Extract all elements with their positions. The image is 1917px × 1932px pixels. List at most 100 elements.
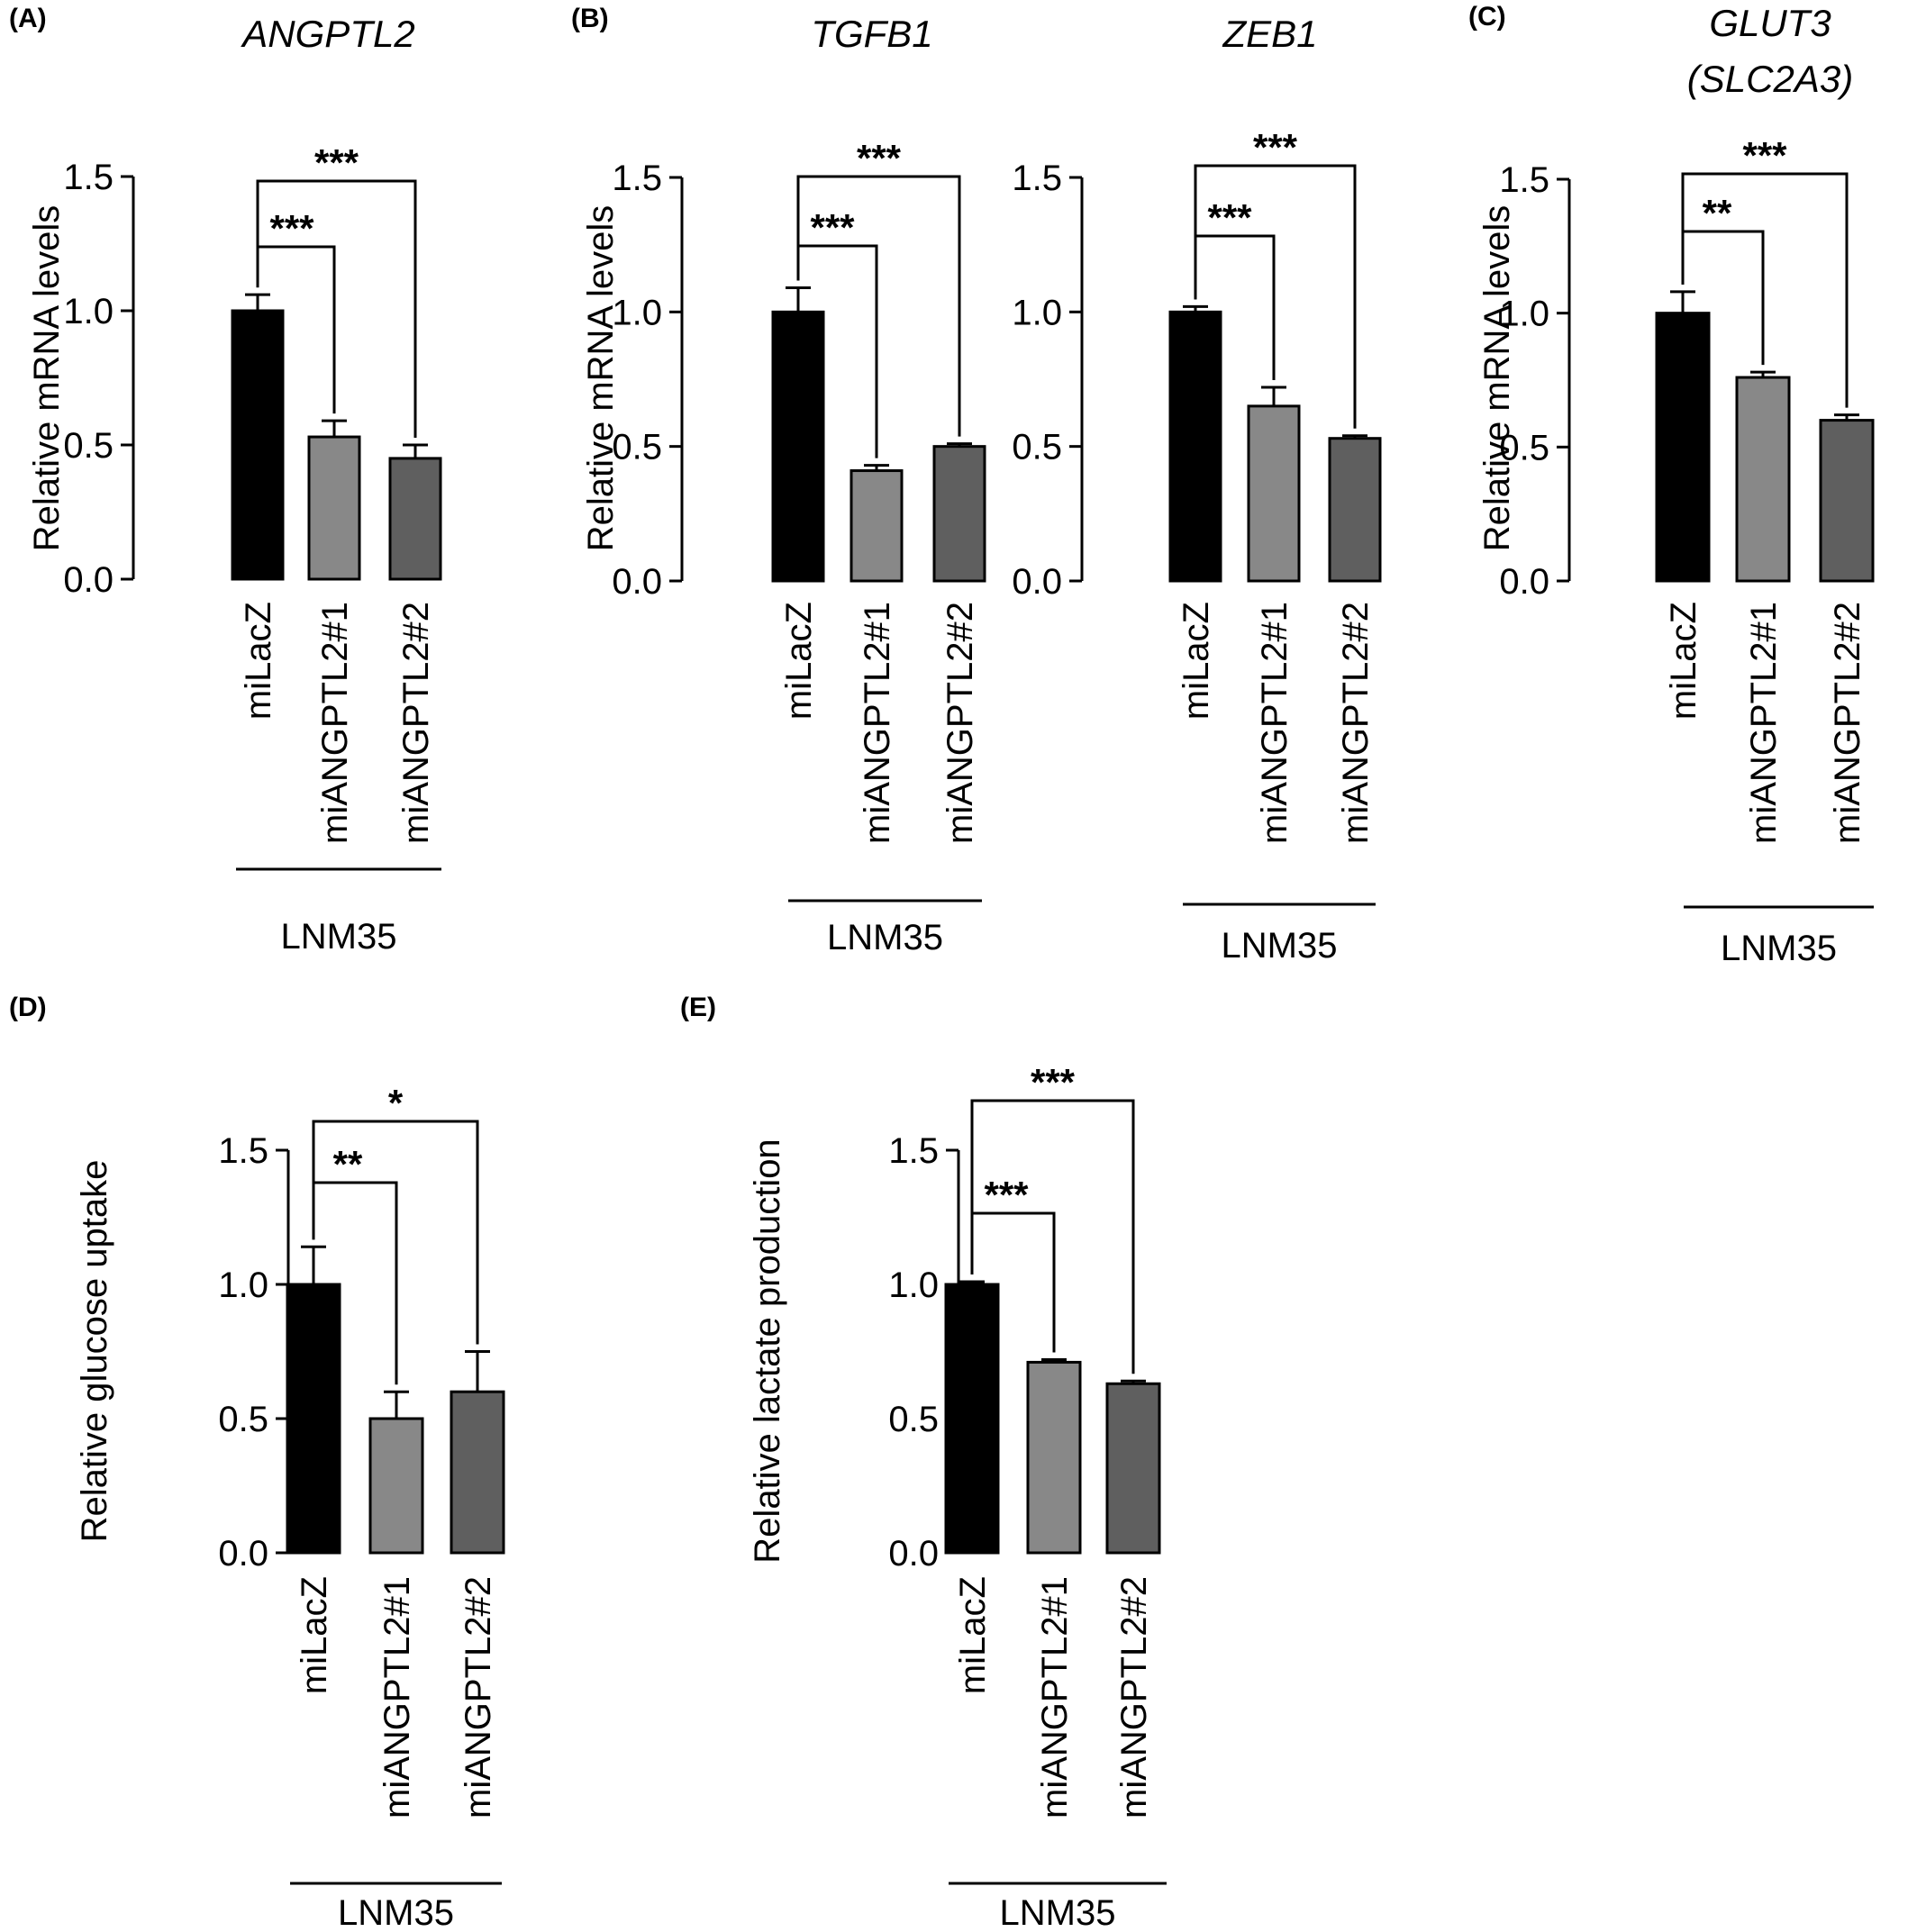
bar-1	[231, 309, 285, 581]
bar-2	[368, 1417, 424, 1555]
y-tick-label: 0.0	[888, 1534, 939, 1574]
category-label-3: miANGPTL2#2	[1114, 1576, 1154, 1819]
chart-title-line2: (SLC2A3)	[1687, 58, 1853, 100]
significance-label-1: ***	[810, 206, 855, 249]
bar-1	[771, 310, 825, 583]
y-axis-label: Relative mRNA levels	[27, 205, 67, 552]
y-tick-label: 0.5	[1499, 428, 1549, 467]
chart-title: TGFB1	[811, 13, 932, 55]
bar-3	[1105, 1382, 1161, 1555]
y-tick-label: 1.5	[1012, 159, 1062, 198]
y-tick-label: 1.0	[612, 293, 662, 332]
category-label-3: miANGPTL2#2	[1828, 602, 1867, 844]
significance-label-1: ***	[984, 1174, 1029, 1216]
category-label-2: miANGPTL2#1	[1255, 602, 1295, 844]
significance-label-2: ***	[1253, 126, 1298, 168]
significance-label-1: ***	[1207, 196, 1252, 239]
group-label: LNM35	[1222, 926, 1338, 966]
bar-3	[388, 457, 442, 581]
bar-1	[944, 1283, 1000, 1555]
panel-letter: (A)	[9, 4, 47, 33]
bar-3	[932, 445, 986, 583]
y-tick-label: 0.0	[218, 1534, 268, 1574]
category-label-3: miANGPTL2#2	[1336, 602, 1376, 844]
panel-b1: (B) TGFB1 0.0 0.5 1.0 1.5 Relative mRNA levels…	[571, 4, 986, 957]
bar-3	[1328, 437, 1382, 583]
bar-1	[1655, 312, 1711, 583]
y-tick-label: 1.5	[1499, 160, 1549, 200]
category-label-3: miANGPTL2#2	[459, 1576, 498, 1819]
bar-2	[307, 435, 361, 581]
group-label: LNM35	[338, 1893, 454, 1932]
panel-letter: (E)	[680, 993, 716, 1022]
category-label-2: miANGPTL2#1	[377, 1576, 417, 1819]
significance-bracket-2	[256, 179, 417, 438]
category-label-1: miLacZ	[239, 602, 278, 720]
figure-panels: (A) ANGPTL2 0.0 0.5 1.0 1.5 Relative mRNA leve…	[9, 2, 1875, 1932]
y-axis-label: Relative mRNA levels	[1477, 205, 1517, 552]
significance-label-2: ***	[857, 137, 902, 179]
y-tick-label: 1.5	[612, 159, 662, 198]
y-tick-label: 1.0	[1012, 293, 1062, 332]
y-tick-label: 1.0	[218, 1265, 268, 1305]
category-label-1: miLacZ	[295, 1576, 334, 1694]
bar-2	[849, 469, 904, 583]
category-label-2: miANGPTL2#1	[1035, 1576, 1075, 1819]
y-tick-label: 0.0	[63, 560, 114, 600]
significance-label-2: ***	[314, 141, 359, 184]
category-label-3: miANGPTL2#2	[396, 602, 436, 844]
chart-title: ANGPTL2	[240, 13, 414, 55]
y-tick-label: 0.0	[612, 562, 662, 602]
group-label: LNM35	[1000, 1893, 1116, 1932]
y-tick-label: 0.5	[218, 1400, 268, 1439]
y-axis-label: Relative mRNA levels	[581, 205, 621, 552]
bar-1	[286, 1283, 341, 1555]
panel-letter: (C)	[1468, 2, 1506, 32]
y-tick-label: 1.0	[1499, 295, 1549, 334]
significance-label-2: ***	[1742, 134, 1787, 177]
group-label: LNM35	[1721, 929, 1837, 968]
bar-1	[1168, 310, 1222, 583]
bar-2	[1026, 1360, 1082, 1555]
y-axis-label: Relative lactate production	[748, 1138, 787, 1563]
significance-bracket-2	[312, 1120, 479, 1345]
chart-title: ZEB1	[1222, 13, 1317, 55]
y-tick-label: 1.0	[63, 292, 114, 331]
group-label: LNM35	[827, 918, 943, 957]
y-tick-label: 0.5	[888, 1400, 939, 1439]
category-label-1: miLacZ	[1664, 602, 1703, 720]
panel-e: (E) 0.0 0.5 1.0 1.5 Relative lactate producti…	[680, 993, 1167, 1932]
y-tick-label: 0.0	[1012, 562, 1062, 602]
significance-label-1: ***	[269, 207, 314, 249]
significance-label-2: *	[388, 1082, 404, 1124]
significance-bracket-2	[1194, 164, 1357, 429]
category-label-1: miLacZ	[779, 602, 819, 720]
y-tick-label: 1.0	[888, 1265, 939, 1305]
panel-c: (C) GLUT3 (SLC2A3) 0.0 0.5 1.0 1.5 Relative mRN…	[1468, 2, 1875, 968]
y-tick-label: 0.5	[1012, 428, 1062, 467]
group-label: LNM35	[281, 917, 397, 957]
y-tick-label: 1.5	[218, 1131, 268, 1171]
y-tick-label: 0.5	[612, 428, 662, 467]
panel-letter: (B)	[571, 4, 609, 33]
y-tick-label: 0.5	[63, 426, 114, 466]
bar-2	[1247, 404, 1301, 583]
chart-title: GLUT3	[1709, 2, 1831, 44]
bar-2	[1735, 376, 1791, 583]
significance-bracket-2	[796, 175, 961, 437]
bar-3	[1819, 419, 1875, 583]
panel-a: (A) ANGPTL2 0.0 0.5 1.0 1.5 Relative mRNA leve…	[9, 4, 442, 957]
significance-bracket-2	[1681, 172, 1849, 408]
significance-label-1: **	[333, 1143, 363, 1185]
y-tick-label: 0.0	[1499, 562, 1549, 602]
significance-label-1: **	[1703, 192, 1732, 234]
significance-label-2: ***	[1031, 1061, 1076, 1103]
significance-bracket-2	[970, 1099, 1135, 1374]
category-label-2: miANGPTL2#1	[315, 602, 355, 844]
category-label-1: miLacZ	[1177, 602, 1216, 720]
category-label-1: miLacZ	[953, 1576, 993, 1694]
bar-3	[450, 1390, 505, 1555]
panel-b2: ZEB1 0.0 0.5 1.0 1.5 miLacZ miANGPTL2#1 miANGPT…	[1012, 13, 1382, 966]
category-label-2: miANGPTL2#1	[1744, 602, 1784, 844]
